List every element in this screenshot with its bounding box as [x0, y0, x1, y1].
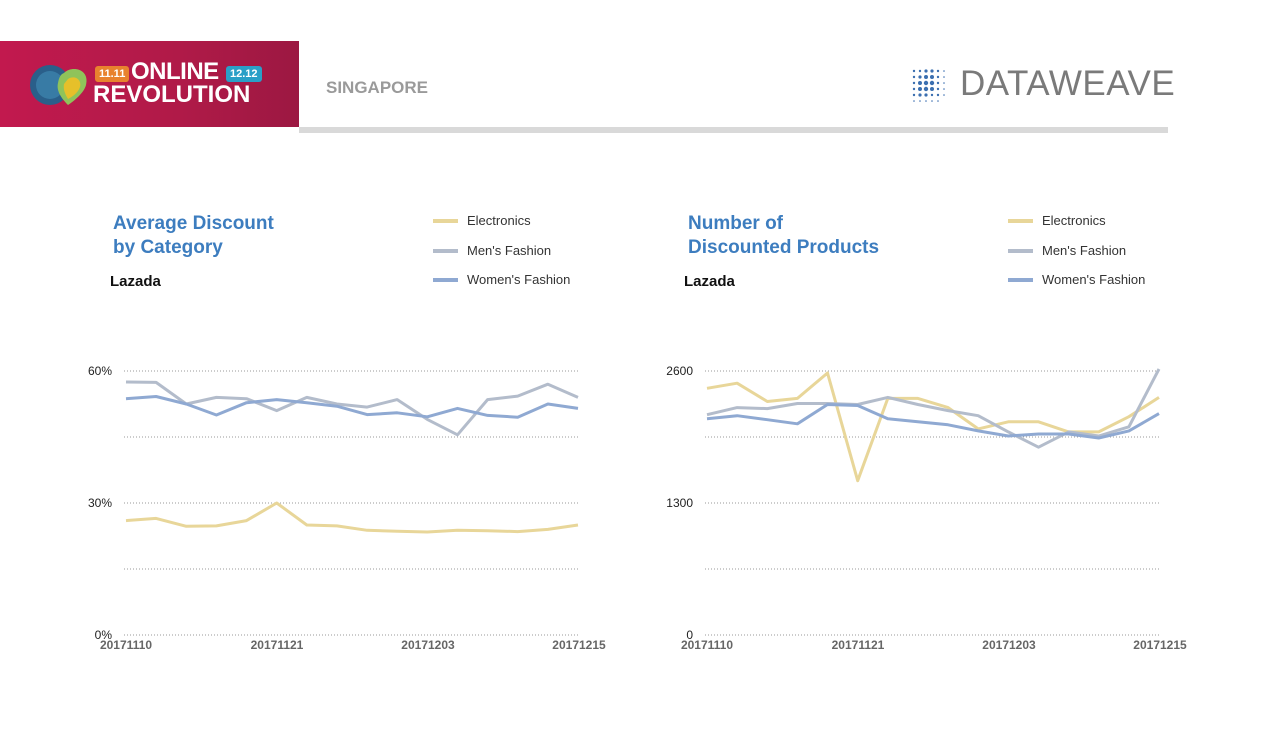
legend-label: Electronics: [467, 213, 531, 228]
series-line-electronics: [706, 371, 1160, 483]
x-tick-label: 20171215: [552, 638, 606, 652]
banner-title-line2: REVOLUTION: [93, 81, 251, 108]
region-label: SINGAPORE: [326, 78, 429, 97]
legend-swatch: [433, 248, 458, 253]
y-tick-label: 0%: [95, 628, 113, 642]
series-line-men-s-fashion: [706, 368, 1161, 449]
dataweave-logo-icon: [912, 69, 945, 102]
series-line-electronics: [125, 501, 579, 534]
x-tick-label: 20171121: [832, 638, 885, 652]
legend-swatch: [1008, 219, 1033, 223]
y-tick-label: 2600: [666, 364, 693, 378]
series-line-women-s-fashion: [125, 395, 579, 419]
y-tick-label: 0: [686, 628, 693, 642]
x-tick-label: 20171121: [251, 638, 304, 652]
chart1-title: Average Discount by Category: [113, 212, 274, 260]
legend-swatch: [1008, 248, 1033, 253]
series-line-women-s-fashion: [706, 403, 1160, 440]
banner-title-line1: ONLINE: [131, 58, 219, 85]
x-tick-label: 20171203: [401, 638, 455, 652]
chart1-title-line1: Average Discount: [113, 213, 274, 234]
header-divider: [299, 127, 1168, 133]
legend-swatch: [433, 278, 458, 282]
chart2-subtitle: Lazada: [684, 273, 735, 290]
chart1-subtitle: Lazada: [110, 273, 161, 290]
x-tick-label: 20171110: [100, 638, 152, 652]
x-tick-label: 20171215: [1133, 638, 1187, 652]
y-tick-label: 30%: [88, 496, 112, 510]
brand-name: DATAWEAVE: [960, 64, 1176, 103]
legend-label: Men's Fashion: [1042, 242, 1127, 258]
badge-12-12: 12.12: [226, 66, 262, 82]
y-tick-label: 60%: [88, 364, 112, 378]
chart1-title-line2: by Category: [113, 237, 223, 258]
series-line-men-s-fashion: [125, 380, 579, 437]
legend-label: Women's Fashion: [1042, 272, 1146, 287]
legend-swatch: [1008, 278, 1033, 282]
y-tick-label: 1300: [666, 496, 693, 510]
legend-label: Men's Fashion: [467, 242, 552, 258]
chart2-title: Number of Discounted Products: [688, 212, 879, 260]
heart-logo-icon: [30, 65, 87, 105]
legend-swatch: [433, 219, 458, 223]
badge-11-11: 11.11: [95, 66, 130, 82]
legend-label: Electronics: [1042, 213, 1106, 228]
x-tick-label: 20171203: [982, 638, 1036, 652]
chart2-title-line2: Discounted Products: [688, 237, 880, 258]
chart2-title-line1: Number of: [688, 213, 783, 234]
x-tick-label: 20171110: [681, 638, 733, 652]
legend-label: Women's Fashion: [467, 272, 571, 287]
event-banner: 11.11 ONLINE 12.12 REVOLUTION: [0, 41, 299, 127]
